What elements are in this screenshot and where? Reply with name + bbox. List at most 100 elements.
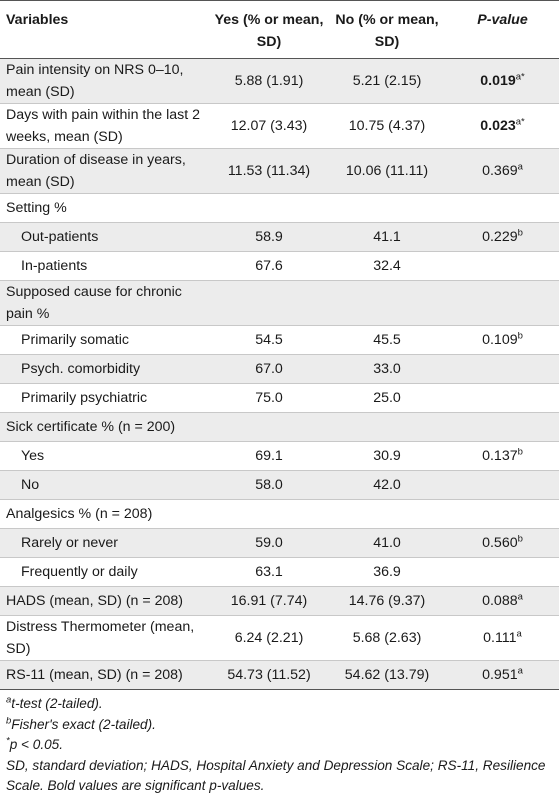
row-pvalue: 0.023a* [446,103,559,149]
table-row: Distress Thermometer (mean, SD) 6.24 (2.2… [0,615,559,661]
row-label: Supposed cause for chronic pain % [0,280,210,326]
pvalue-number: 0.951 [482,667,518,683]
pvalue-footnote-marker: a* [515,116,525,128]
row-pvalue [446,557,559,587]
pvalue-footnote-marker: a [517,665,523,677]
row-pvalue [446,470,559,500]
row-no-value: 30.9 [328,441,446,471]
table-row: Frequently or daily 63.1 36.9 [0,557,559,587]
row-yes-value: 5.88 (1.91) [210,58,328,104]
footnote-b-marker: b [6,714,12,726]
row-no-value: 33.0 [328,354,446,384]
row-label: Setting % [0,193,210,223]
row-pvalue [446,383,559,413]
pvalue-number: 0.088 [482,593,518,609]
row-label: RS-11 (mean, SD) (n = 208) [0,660,210,690]
row-yes-value: 16.91 (7.74) [210,586,328,616]
pvalue-number: 0.111 [483,630,517,646]
pvalue-number: 0.229 [482,229,518,245]
table-row: HADS (mean, SD) (n = 208) 16.91 (7.74) 14.… [0,586,559,616]
row-no-value: 36.9 [328,557,446,587]
row-label: Yes [0,441,210,471]
footnote-a: at-test (2-tailed). [6,694,553,715]
row-no-value: 42.0 [328,470,446,500]
table-row: Out-patients 58.9 41.1 0.229b [0,222,559,252]
table-body: Pain intensity on NRS 0–10, mean (SD) 5.8… [0,58,559,690]
row-yes-value: 12.07 (3.43) [210,103,328,149]
row-pvalue: 0.137b [446,441,559,471]
row-label: No [0,470,210,500]
pvalue-number: 0.023 [480,118,516,134]
row-yes-value: 75.0 [210,383,328,413]
pvalue-number: 0.560 [482,535,518,551]
results-table: Variables Yes (% or mean, SD) No (% or m… [0,0,559,690]
row-yes-value: 58.9 [210,222,328,252]
pvalue-footnote-marker: b [517,227,523,239]
table-footnotes: at-test (2-tailed). bFisher's exact (2-t… [0,690,559,797]
row-no-value: 10.06 (11.11) [328,148,446,194]
pvalue-footnote-marker: b [517,446,523,458]
row-label: Primarily somatic [0,325,210,355]
table-row: Primarily somatic 54.5 45.5 0.109b [0,325,559,355]
header-pvalue: P-value [446,0,559,59]
row-label: Out-patients [0,222,210,252]
row-yes-value: 58.0 [210,470,328,500]
table-row: RS-11 (mean, SD) (n = 208) 54.73 (11.52) 5… [0,660,559,690]
row-label: Sick certificate % (n = 200) [0,412,210,442]
row-yes-value: 54.73 (11.52) [210,660,328,690]
table-header-row: Variables Yes (% or mean, SD) No (% or m… [0,0,559,59]
row-no-value [328,193,446,223]
table-row: Analgesics % (n = 208) [0,499,559,529]
table-row: Setting % [0,193,559,223]
table-row: Primarily psychiatric 75.0 25.0 [0,383,559,413]
table-row: Pain intensity on NRS 0–10, mean (SD) 5.8… [0,58,559,104]
row-pvalue: 0.560b [446,528,559,558]
pvalue-footnote-marker: a [517,591,523,603]
footnote-star-marker: * [6,735,10,747]
footnote-star: *p < 0.05. [6,735,553,756]
pvalue-footnote-marker: a* [515,71,525,83]
row-pvalue: 0.369a [446,148,559,194]
footnote-a-marker: a [6,694,12,706]
row-yes-value: 11.53 (11.34) [210,148,328,194]
table-row: Days with pain within the last 2 weeks, … [0,103,559,149]
row-pvalue [446,412,559,442]
row-pvalue: 0.109b [446,325,559,355]
row-no-value: 25.0 [328,383,446,413]
footnote-b: bFisher's exact (2-tailed). [6,715,553,736]
pvalue-number: 0.109 [482,332,518,348]
pvalue-number: 0.369 [482,163,518,179]
row-no-value: 10.75 (4.37) [328,103,446,149]
table-row: No 58.0 42.0 [0,470,559,500]
footnote-abbreviations: SD, standard deviation; HADS, Hospital A… [6,757,546,794]
row-no-value: 5.21 (2.15) [328,58,446,104]
row-no-value: 54.62 (13.79) [328,660,446,690]
footnote-a-text: t-test (2-tailed). [11,696,103,711]
table-row: In-patients 67.6 32.4 [0,251,559,281]
row-yes-value: 54.5 [210,325,328,355]
row-no-value: 5.68 (2.63) [328,615,446,661]
table-row: Supposed cause for chronic pain % [0,280,559,326]
row-yes-value: 6.24 (2.21) [210,615,328,661]
row-pvalue [446,354,559,384]
row-yes-value: 67.6 [210,251,328,281]
row-label: In-patients [0,251,210,281]
row-label: Rarely or never [0,528,210,558]
row-yes-value: 69.1 [210,441,328,471]
row-no-value: 41.1 [328,222,446,252]
row-pvalue: 0.229b [446,222,559,252]
row-pvalue [446,251,559,281]
table-row: Yes 69.1 30.9 0.137b [0,441,559,471]
pvalue-footnote-marker: a [517,161,523,173]
header-no: No (% or mean, SD) [328,0,446,59]
table-row: Psych. comorbidity 67.0 33.0 [0,354,559,384]
row-no-value [328,499,446,529]
pvalue-number: 0.137 [482,448,518,464]
table-row: Rarely or never 59.0 41.0 0.560b [0,528,559,558]
row-no-value [328,280,446,326]
row-label: Distress Thermometer (mean, SD) [0,615,210,661]
row-label: Pain intensity on NRS 0–10, mean (SD) [0,58,210,104]
footnote-b-text: Fisher's exact (2-tailed). [11,716,156,732]
row-yes-value [210,193,328,223]
